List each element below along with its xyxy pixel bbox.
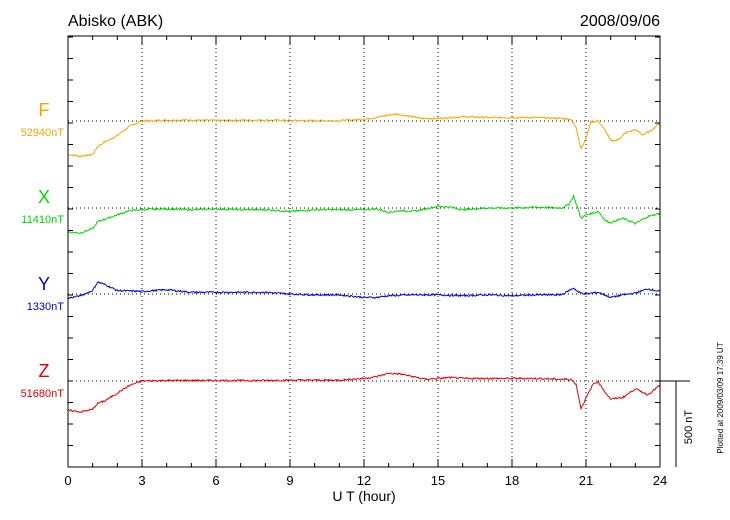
series-name-x: X <box>38 187 50 207</box>
scale-bar-label: 500 nT <box>683 410 695 445</box>
x-tick-label: 0 <box>64 473 71 488</box>
series-line-z <box>67 372 661 414</box>
label-layer: F 52940nT X 11410nT Y 1330nT Z 51680nT <box>21 100 65 400</box>
grid-layer <box>68 36 660 467</box>
series-layer <box>67 112 661 414</box>
x-tick-label: 21 <box>579 473 593 488</box>
series-line-f <box>68 112 661 158</box>
station-title: Abisko (ABK) <box>68 13 163 30</box>
series-baseline-x: 11410nT <box>21 214 64 226</box>
series-name-y: Y <box>38 274 50 294</box>
series-line-x <box>67 193 661 234</box>
x-tick-label: 12 <box>357 473 371 488</box>
series-baseline-z: 51680nT <box>21 388 65 400</box>
x-tick-label: 24 <box>653 473 667 488</box>
x-tick-label: 9 <box>286 473 293 488</box>
x-tick-label: 18 <box>505 473 519 488</box>
x-axis-label: U T (hour) <box>332 488 395 504</box>
x-tick-label: 15 <box>431 473 445 488</box>
series-baseline-y: 1330nT <box>27 301 65 313</box>
series-line-y <box>67 281 661 300</box>
series-name-z: Z <box>39 361 50 381</box>
date-label: 2008/09/06 <box>580 13 660 30</box>
tick-layer: 0 3 6 9 12 15 18 21 24 <box>64 36 667 488</box>
plotted-note: Plotted at 2009/03/09 17:39 UT <box>716 342 725 453</box>
x-tick-label: 3 <box>138 473 145 488</box>
series-baseline-f: 52940nT <box>21 127 65 139</box>
series-name-f: F <box>39 100 50 120</box>
x-tick-label: 6 <box>212 473 219 488</box>
